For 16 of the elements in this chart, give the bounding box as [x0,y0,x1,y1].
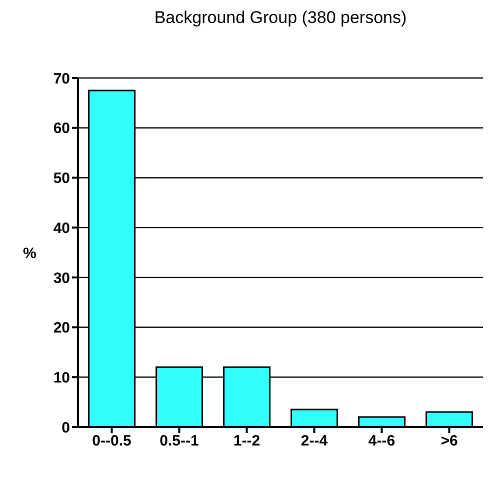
y-tick-label: 60 [53,120,70,138]
y-tick-label: 50 [53,170,70,188]
x-tick-label: 0.5--1 [160,432,199,450]
x-tick-label: >6 [440,432,458,450]
x-tick-label: 1--2 [233,432,260,450]
x-tick-label: 4--6 [368,432,396,450]
y-tick-label: 40 [53,220,70,237]
y-tick-label: 10 [53,369,70,386]
x-tick-label: 2--4 [300,432,328,450]
y-tick-label: 70 [53,70,70,88]
y-axis-title: % [23,244,36,262]
x-tick-label: 0--0.5 [92,432,132,450]
chart-title: Background Group (380 persons) [153,8,408,28]
y-tick-label: 20 [53,320,70,337]
y-tick-label: 0 [62,419,70,436]
y-tick-label: 30 [53,270,70,287]
